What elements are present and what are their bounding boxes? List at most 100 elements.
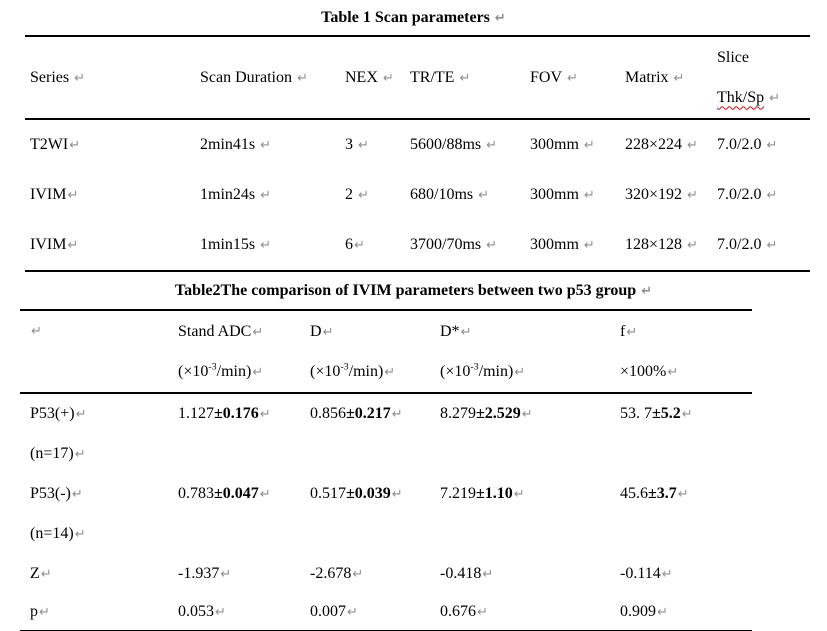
return-mark-icon: ↵ (687, 238, 698, 253)
slice-header-line2: Thk/Sp ↵ (717, 78, 810, 118)
return-mark-icon: ↵ (681, 407, 693, 422)
return-mark-icon: ↵ (482, 567, 494, 582)
table1-row-t2wi: T2WI↵ 2min41s ↵ 3 ↵ 5600/88ms ↵ 300mm ↵ 228×… (25, 119, 810, 170)
return-mark-icon: ↵ (69, 138, 81, 153)
nex-value: 2 (345, 186, 353, 203)
return-mark-icon: ↵ (687, 188, 698, 203)
sd-value: ±0.176 (214, 405, 259, 422)
return-mark-icon: ↵ (661, 567, 673, 582)
sd-value: ±0.039 (346, 485, 391, 502)
table1-header-matrix: Matrix ↵ (625, 36, 717, 120)
return-mark-icon: ↵ (382, 70, 394, 86)
return-mark-icon: ↵ (352, 567, 364, 582)
table2-header-stub: ↵ (20, 310, 178, 394)
trte-value: 3700/70ms (410, 236, 482, 253)
return-mark-icon: ↵ (215, 605, 226, 620)
scan-duration-value: 2min41s (200, 136, 256, 153)
scan-duration-value: 1min15s (200, 236, 256, 253)
fov-value: 300mm (530, 186, 579, 203)
table1-row-ivim2: IVIM↵ 1min15s ↵ 6↵ 3700/70ms ↵ 300mm ↵ 128×… (25, 220, 810, 271)
return-mark-icon: ↵ (567, 70, 578, 86)
group-label: P53(+) (30, 405, 75, 422)
stat-value: 0.909 (620, 603, 656, 620)
slice-thk-sp-value: 7.0/2.0 (717, 136, 762, 153)
return-mark-icon: ↵ (478, 188, 490, 203)
sd-value: ±5.2 (652, 405, 681, 422)
return-mark-icon: ↵ (486, 238, 498, 253)
table2-header-d-star: D*↵ (×10-3/min)↵ (440, 310, 620, 394)
stat-value: 0.053 (178, 603, 214, 620)
group-label: P53(-) (30, 485, 71, 502)
return-mark-icon: ↵ (514, 364, 526, 380)
return-mark-icon: ↵ (296, 70, 308, 86)
table1-header-row: Series ↵ Scan Duration ↵ NEX ↵ TR/TE ↵ FOV ↵ … (25, 36, 810, 120)
return-mark-icon: ↵ (67, 238, 79, 253)
table2-header-row: ↵ Stand ADC↵ (×10-3/min)↵ D↵ (×10-3/min)… (20, 310, 752, 394)
matrix-value: 128×128 (625, 236, 683, 253)
table2-row-p53-positive: P53(+)↵ (n=17)↵ 1.127±0.176↵ 0.856±0.217… (20, 393, 752, 474)
return-mark-icon: ↵ (358, 188, 369, 203)
return-mark-icon: ↵ (260, 138, 272, 153)
mean-value: 53. 7 (620, 405, 652, 422)
mean-value: 8.279 (440, 405, 476, 422)
return-mark-icon: ↵ (766, 138, 778, 153)
sd-value: ±0.217 (346, 405, 391, 422)
group-sublabel: (n=14) (30, 525, 74, 542)
return-mark-icon: ↵ (259, 407, 271, 422)
return-mark-icon: ↵ (677, 487, 689, 502)
return-mark-icon: ↵ (252, 364, 264, 380)
mean-value: 1.127 (178, 405, 214, 422)
return-mark-icon: ↵ (252, 324, 264, 340)
table1-title: Table 1 Scan parameters ↵ (0, 0, 827, 35)
return-mark-icon: ↵ (521, 407, 533, 422)
return-mark-icon: ↵ (641, 284, 653, 299)
fov-value: 300mm (530, 136, 579, 153)
table1-header-nex: NEX ↵ (345, 36, 410, 120)
return-mark-icon: ↵ (391, 487, 403, 502)
series-name: IVIM (30, 236, 67, 253)
sd-value: ±1.10 (476, 485, 513, 502)
return-mark-icon: ↵ (657, 605, 668, 620)
table2-header-d: D↵ (×10-3/min)↵ (310, 310, 440, 394)
stat-value: 0.007 (310, 603, 346, 620)
return-mark-icon: ↵ (459, 70, 471, 86)
mean-value: 0.783 (178, 485, 214, 502)
stat-label: Z (30, 565, 40, 582)
return-mark-icon: ↵ (384, 364, 396, 380)
return-mark-icon: ↵ (583, 188, 595, 203)
mean-value: 7.219 (440, 485, 476, 502)
return-mark-icon: ↵ (477, 605, 488, 620)
table1-header-scan-duration: Scan Duration ↵ (200, 36, 345, 120)
stat-value: -2.678 (310, 565, 352, 582)
table2-row-p: p↵ 0.053↵ 0.007↵ 0.676↵ 0.909↵ (20, 594, 752, 631)
return-mark-icon: ↵ (667, 364, 679, 380)
return-mark-icon: ↵ (769, 90, 781, 106)
table1-header-trte: TR/TE ↵ (410, 36, 530, 120)
table1-header-slice-thk-sp: Slice Thk/Sp ↵ (717, 36, 810, 120)
stat-value: 0.676 (440, 603, 476, 620)
return-mark-icon: ↵ (74, 70, 86, 86)
return-mark-icon: ↵ (391, 407, 403, 422)
mean-value: 0.517 (310, 485, 346, 502)
return-mark-icon: ↵ (74, 447, 86, 462)
table1-header-fov: FOV ↵ (530, 36, 625, 120)
table2-header-stand-adc: Stand ADC↵ (×10-3/min)↵ (178, 310, 310, 394)
return-mark-icon: ↵ (74, 527, 86, 542)
return-mark-icon: ↵ (260, 188, 272, 203)
matrix-value: 320×192 (625, 186, 683, 203)
sd-value: ±3.7 (648, 485, 677, 502)
misspelled-word: Thk/Sp (717, 88, 765, 106)
table1-title-text: Table 1 Scan parameters (321, 9, 490, 26)
return-mark-icon: ↵ (75, 407, 87, 422)
return-mark-icon: ↵ (460, 324, 472, 340)
table2-title: Table2The comparison of IVIM parameters … (0, 272, 827, 309)
return-mark-icon: ↵ (354, 238, 365, 253)
return-mark-icon: ↵ (687, 138, 698, 153)
table1-header-series: Series ↵ (25, 36, 200, 120)
table2-ivim-p53-comparison: ↵ Stand ADC↵ (×10-3/min)↵ D↵ (×10-3/min)… (20, 309, 752, 631)
trte-value: 680/10ms (410, 186, 474, 203)
table2-header-f: f↵ ×100%↵ (620, 310, 752, 394)
series-name: T2WI (30, 136, 69, 153)
return-mark-icon: ↵ (766, 238, 778, 253)
